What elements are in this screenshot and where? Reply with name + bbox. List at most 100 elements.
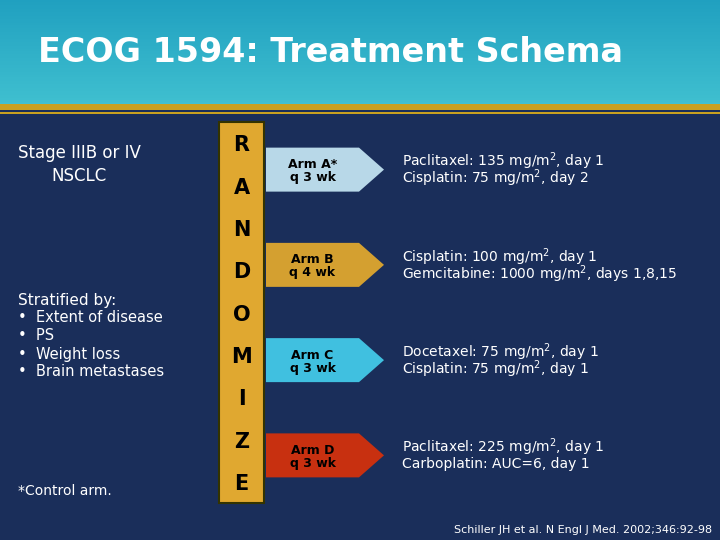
FancyBboxPatch shape — [0, 99, 720, 102]
FancyBboxPatch shape — [0, 25, 720, 28]
Polygon shape — [266, 147, 384, 192]
Text: Cisplatin: 75 mg/m$^{2}$, day 2: Cisplatin: 75 mg/m$^{2}$, day 2 — [402, 168, 588, 190]
FancyBboxPatch shape — [0, 85, 720, 87]
FancyBboxPatch shape — [0, 83, 720, 86]
FancyBboxPatch shape — [0, 3, 720, 5]
Text: Stage IIIB or IV
NSCLC: Stage IIIB or IV NSCLC — [18, 144, 141, 185]
Text: D: D — [233, 262, 250, 282]
FancyBboxPatch shape — [0, 81, 720, 84]
Text: Z: Z — [234, 431, 249, 451]
Text: q 3 wk: q 3 wk — [289, 171, 336, 184]
FancyBboxPatch shape — [0, 111, 720, 114]
FancyBboxPatch shape — [0, 41, 720, 44]
FancyBboxPatch shape — [0, 55, 720, 58]
FancyBboxPatch shape — [0, 72, 720, 75]
Text: R: R — [233, 136, 250, 156]
FancyBboxPatch shape — [0, 64, 720, 66]
Polygon shape — [266, 434, 384, 477]
FancyBboxPatch shape — [0, 76, 720, 79]
Text: ECOG 1594: Treatment Schema: ECOG 1594: Treatment Schema — [38, 36, 623, 69]
FancyBboxPatch shape — [0, 93, 720, 96]
FancyBboxPatch shape — [0, 71, 720, 73]
FancyBboxPatch shape — [0, 58, 720, 61]
Text: Stratified by:: Stratified by: — [18, 293, 116, 307]
FancyBboxPatch shape — [219, 122, 264, 503]
Text: Gemcitabine: 1000 mg/m$^{2}$, days 1,8,15: Gemcitabine: 1000 mg/m$^{2}$, days 1,8,1… — [402, 263, 677, 285]
FancyBboxPatch shape — [0, 100, 720, 103]
FancyBboxPatch shape — [0, 92, 720, 94]
FancyBboxPatch shape — [0, 90, 720, 93]
FancyBboxPatch shape — [0, 36, 720, 38]
FancyBboxPatch shape — [0, 65, 720, 68]
FancyBboxPatch shape — [0, 20, 720, 23]
Text: *Control arm.: *Control arm. — [18, 484, 112, 498]
FancyBboxPatch shape — [0, 79, 720, 82]
FancyBboxPatch shape — [0, 22, 720, 24]
FancyBboxPatch shape — [0, 69, 720, 72]
FancyBboxPatch shape — [0, 48, 720, 51]
FancyBboxPatch shape — [0, 34, 720, 37]
Text: Paclitaxel: 225 mg/m$^{2}$, day 1: Paclitaxel: 225 mg/m$^{2}$, day 1 — [402, 436, 604, 458]
FancyBboxPatch shape — [0, 37, 720, 40]
FancyBboxPatch shape — [0, 0, 720, 2]
Text: Arm B: Arm B — [291, 253, 334, 266]
FancyBboxPatch shape — [0, 8, 720, 10]
Text: q 3 wk: q 3 wk — [289, 362, 336, 375]
FancyBboxPatch shape — [0, 29, 720, 31]
Text: M: M — [231, 347, 252, 367]
FancyBboxPatch shape — [0, 53, 720, 56]
FancyBboxPatch shape — [0, 50, 720, 52]
FancyBboxPatch shape — [0, 60, 720, 63]
Text: Arm A*: Arm A* — [288, 158, 337, 171]
FancyBboxPatch shape — [0, 97, 720, 100]
FancyBboxPatch shape — [0, 32, 720, 35]
Text: q 4 wk: q 4 wk — [289, 266, 336, 279]
Text: O: O — [233, 305, 251, 325]
FancyBboxPatch shape — [0, 68, 720, 70]
FancyBboxPatch shape — [0, 18, 720, 21]
FancyBboxPatch shape — [0, 78, 720, 80]
Text: Carboplatin: AUC=6, day 1: Carboplatin: AUC=6, day 1 — [402, 457, 590, 471]
FancyBboxPatch shape — [0, 46, 720, 49]
Text: Cisplatin: 75 mg/m$^{2}$, day 1: Cisplatin: 75 mg/m$^{2}$, day 1 — [402, 359, 589, 380]
FancyBboxPatch shape — [0, 88, 720, 91]
FancyBboxPatch shape — [0, 62, 720, 65]
Text: I: I — [238, 389, 246, 409]
Text: •  Extent of disease: • Extent of disease — [18, 310, 163, 326]
Text: Arm C: Arm C — [292, 349, 333, 362]
Text: q 3 wk: q 3 wk — [289, 457, 336, 470]
FancyBboxPatch shape — [0, 104, 720, 110]
Text: Cisplatin: 100 mg/m$^{2}$, day 1: Cisplatin: 100 mg/m$^{2}$, day 1 — [402, 246, 598, 268]
FancyBboxPatch shape — [0, 13, 720, 16]
FancyBboxPatch shape — [0, 44, 720, 47]
FancyBboxPatch shape — [0, 10, 720, 12]
Text: Arm D: Arm D — [291, 444, 334, 457]
Text: E: E — [235, 474, 248, 494]
FancyBboxPatch shape — [0, 30, 720, 33]
Text: •  Weight loss: • Weight loss — [18, 347, 120, 361]
FancyBboxPatch shape — [0, 17, 720, 19]
FancyBboxPatch shape — [0, 27, 720, 30]
FancyBboxPatch shape — [0, 1, 720, 3]
FancyBboxPatch shape — [0, 95, 720, 98]
FancyBboxPatch shape — [0, 6, 720, 9]
FancyBboxPatch shape — [0, 74, 720, 77]
Text: •  PS: • PS — [18, 328, 54, 343]
Polygon shape — [266, 338, 384, 382]
FancyBboxPatch shape — [0, 4, 720, 7]
Text: Schiller JH et al. N Engl J Med. 2002;346:92-98: Schiller JH et al. N Engl J Med. 2002;34… — [454, 525, 712, 535]
FancyBboxPatch shape — [0, 15, 720, 17]
FancyBboxPatch shape — [0, 86, 720, 89]
Text: Paclitaxel: 135 mg/m$^{2}$, day 1: Paclitaxel: 135 mg/m$^{2}$, day 1 — [402, 151, 604, 172]
FancyBboxPatch shape — [0, 24, 720, 26]
FancyBboxPatch shape — [0, 43, 720, 45]
Text: •  Brain metastases: • Brain metastases — [18, 364, 164, 380]
Text: A: A — [233, 178, 250, 198]
Text: N: N — [233, 220, 250, 240]
FancyBboxPatch shape — [0, 57, 720, 59]
Polygon shape — [266, 243, 384, 287]
FancyBboxPatch shape — [0, 39, 720, 42]
FancyBboxPatch shape — [0, 11, 720, 14]
Text: Docetaxel: 75 mg/m$^{2}$, day 1: Docetaxel: 75 mg/m$^{2}$, day 1 — [402, 341, 598, 363]
FancyBboxPatch shape — [0, 102, 720, 105]
